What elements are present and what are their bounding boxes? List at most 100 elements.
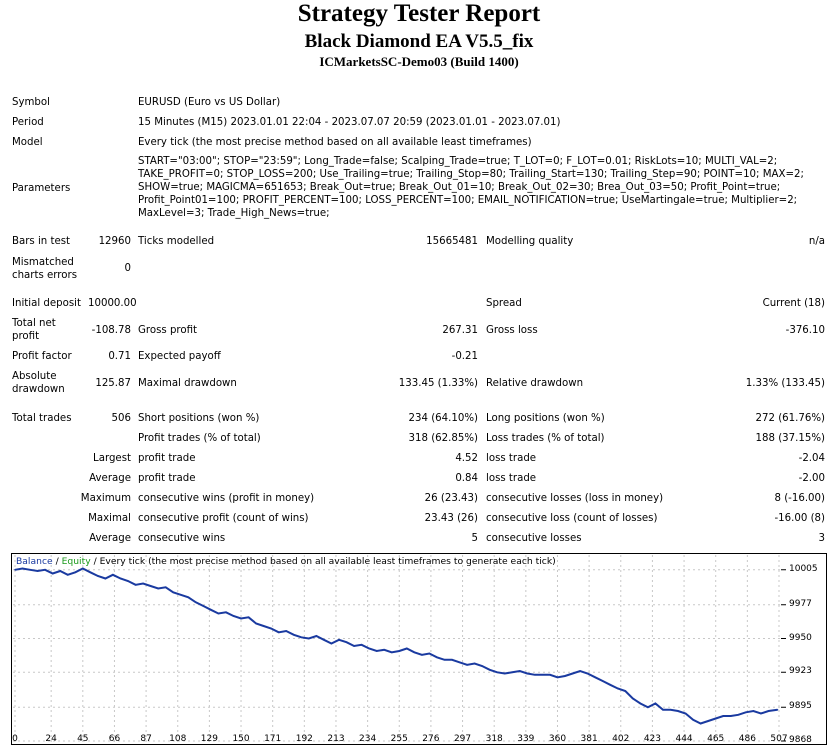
x-tick-label: 507 [770,734,788,744]
balance-point [684,712,687,715]
x-tick-label: 465 [707,734,725,744]
y-tick-label: 9868 [789,735,812,745]
balance-point [534,673,536,676]
legend-equity: Equity [61,556,91,567]
x-tick-label: 213 [327,734,345,744]
balance-point [353,645,355,647]
balance-point [776,708,779,711]
average-loss-value: -2.00 [798,473,825,484]
max-wins-label: consecutive wins (profit in money) [138,493,315,504]
balance-point [217,612,220,615]
balance-point [451,658,453,661]
legend-description: / Every tick (the most precise method ba… [90,556,556,567]
avgcons-label: Average [89,533,131,544]
avgcons-wins-value: 5 [471,533,478,544]
balance-point [737,713,740,716]
balance-point [360,643,363,646]
balance-point [526,672,529,675]
balance-point [127,580,129,582]
balance-point [745,711,747,714]
absdd-label-1: Absolute [12,371,57,382]
balance-point [29,568,31,571]
x-tick-label: 45 [77,734,89,744]
balance-point [481,665,483,667]
balance-point [519,670,521,672]
balance-point [677,710,679,712]
balance-point [285,630,288,632]
balance-point [594,676,596,679]
quality-value: n/a [808,236,825,247]
x-tick-label: 66 [108,734,121,744]
balance-point [556,676,559,679]
balance-point [767,710,770,712]
x-tick-label: 381 [580,734,598,744]
x-tick-label: 129 [200,734,218,744]
average-profit-value: 0.84 [455,473,478,484]
average-profit-label: profit trade [138,473,196,484]
x-tick-label: 318 [485,734,503,744]
absdd-label-2: drawdown [12,384,65,395]
netprofit-value: -108.78 [91,325,131,336]
balance-point [601,680,604,682]
balance-point [255,622,257,625]
bars-value: 12960 [98,236,131,247]
balance-point [639,702,642,705]
balance-point [398,650,401,652]
x-tick-label: 444 [675,734,693,744]
maximal-profit-label: consecutive profit (count of wins) [138,513,309,524]
long-label: Long positions (won %) [486,413,605,424]
balance-point [443,658,446,661]
balance-point [51,572,54,575]
max-losses-value: 8 (-16.00) [774,493,825,504]
balance-point [66,573,69,576]
quality-label: Modelling quality [486,236,574,247]
balance-point [225,611,227,614]
balance-point [44,568,46,571]
y-tick-label: 9977 [789,598,812,609]
y-tick-label: 9950 [789,632,812,643]
balance-point [36,570,39,572]
payoff-value: -0.21 [451,351,478,362]
largest-loss-label: loss trade [486,453,537,464]
long-value: 272 (61.76%) [755,413,825,424]
balance-point [330,642,333,645]
avgcons-losses-label: consecutive losses [486,533,582,544]
balance-point [707,720,709,722]
balance-point [338,638,340,641]
spread-label: Spread [486,298,522,309]
balance-point [277,631,280,634]
parameters-label: Parameters [12,183,71,194]
legend-sep: / [52,556,62,567]
model-label: Model [12,137,43,148]
y-tick-label: 9923 [789,666,812,677]
short-value: 234 (64.10%) [408,413,478,424]
ptrades-label: Profit trades (% of total) [138,433,261,444]
balance-point [232,615,235,617]
mismatch-value: 0 [124,263,131,274]
x-tick-label: 150 [232,734,250,744]
balance-point [699,722,702,725]
balance-point [112,573,114,576]
balance-point [654,702,657,705]
spread-value: Current (18) [762,298,825,309]
balance-point [632,697,634,700]
max-losses-label: consecutive losses (loss in money) [486,493,664,504]
balance-point [368,647,370,650]
maximal-label: Maximal [88,513,131,524]
balance-point [647,706,649,709]
chart-legend: Balance / Equity / Every tick (the most … [16,556,556,567]
balance-point [662,708,664,711]
x-tick-label: 234 [359,734,377,744]
symbol-label: Symbol [12,97,50,108]
expert-name: Black Diamond EA V5.5_fix [304,31,534,52]
largest-label: Largest [93,453,131,464]
maximal-loss-value: -16.00 (8) [774,513,825,524]
x-tick-label: 276 [422,734,440,744]
balance-point [142,582,144,585]
payoff-label: Expected payoff [138,351,221,362]
balance-point [89,571,92,574]
balance-point [413,651,416,654]
reldd-label: Relative drawdown [486,378,584,389]
x-tick-label: 108 [169,734,187,744]
balance-point [179,593,182,596]
